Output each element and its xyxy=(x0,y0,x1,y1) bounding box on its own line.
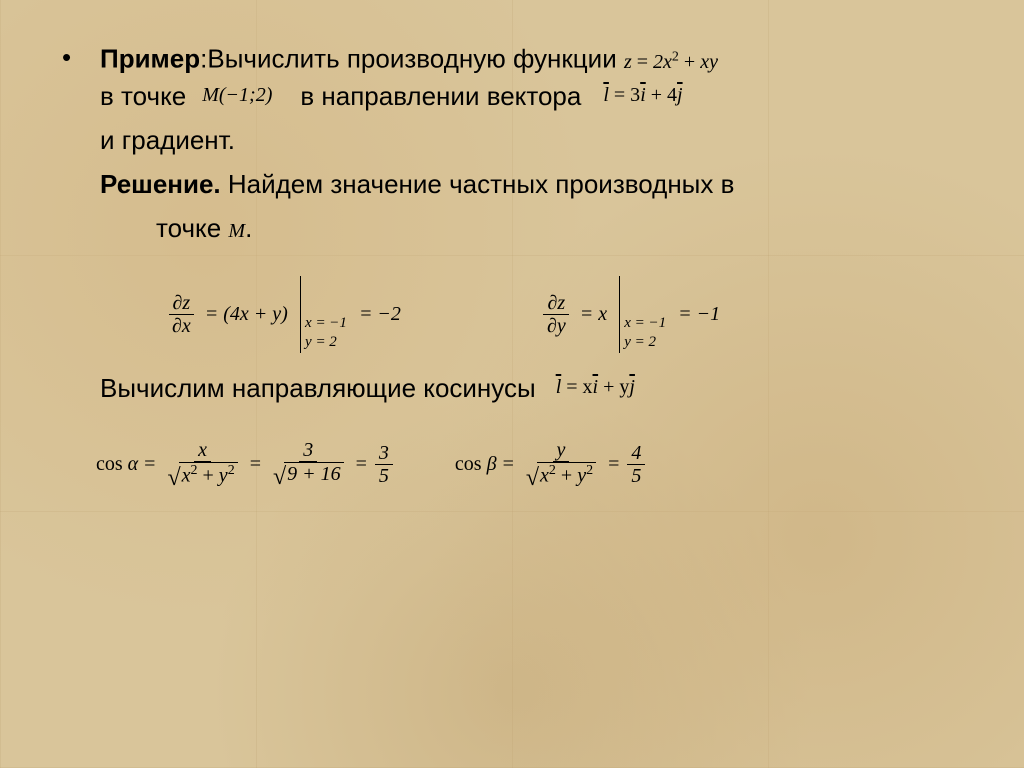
line1-text: :Вычислить производную функции xyxy=(200,44,617,74)
line-2: в точке M(−1;2) в направлении вектора l … xyxy=(100,79,968,113)
line2-point: M(−1;2) xyxy=(202,84,272,107)
cos-beta: cos β = y √x2 + y2 = 4 5 xyxy=(455,439,647,490)
line4b-m: M xyxy=(228,220,245,242)
line2-text2: в направлении вектора xyxy=(300,79,581,113)
line-1: • Пример:Вычислить производную функции z… xyxy=(56,40,968,79)
line4b-dot: . xyxy=(245,213,252,243)
partial-dy: ∂z ∂y = x x = −1 y = 2 = −1 xyxy=(541,276,720,353)
line-4b: точке M. xyxy=(156,211,968,248)
slide-content: • Пример:Вычислить производную функции z… xyxy=(0,0,1024,768)
line3-text: и градиент. xyxy=(100,123,235,157)
example-label: Пример xyxy=(100,44,200,74)
solution-label: Решение. xyxy=(100,169,221,199)
line2-text1: в точке xyxy=(100,79,186,113)
partial-dx: ∂z ∂x = (4x + y) x = −1 y = 2 = −2 xyxy=(166,276,401,353)
line2-vector: l = 3i + 4j xyxy=(603,84,682,107)
line1-formula: z = 2x2 + xy xyxy=(624,51,718,73)
line4b-a: точке xyxy=(156,213,228,243)
partials-block: ∂z ∂x = (4x + y) x = −1 y = 2 = −2 ∂z ∂y… xyxy=(56,276,968,353)
cos-row: cos α = x √x2 + y2 = 3 √9 + 16 = 3 5 xyxy=(56,439,968,490)
cos-alpha: cos α = x √x2 + y2 = 3 √9 + 16 = 3 5 xyxy=(96,439,395,490)
line5-formula: l = xi + yj xyxy=(556,376,635,399)
line-4: Решение. Найдем значение частных произво… xyxy=(100,167,968,201)
line5-text: Вычислим направляющие косинусы xyxy=(100,371,536,405)
line4-text: Найдем значение частных производных в xyxy=(221,169,735,199)
line-5: Вычислим направляющие косинусы l = xi + … xyxy=(100,371,968,405)
line-3: и градиент. xyxy=(100,123,968,157)
bullet-icon: • xyxy=(56,40,100,74)
